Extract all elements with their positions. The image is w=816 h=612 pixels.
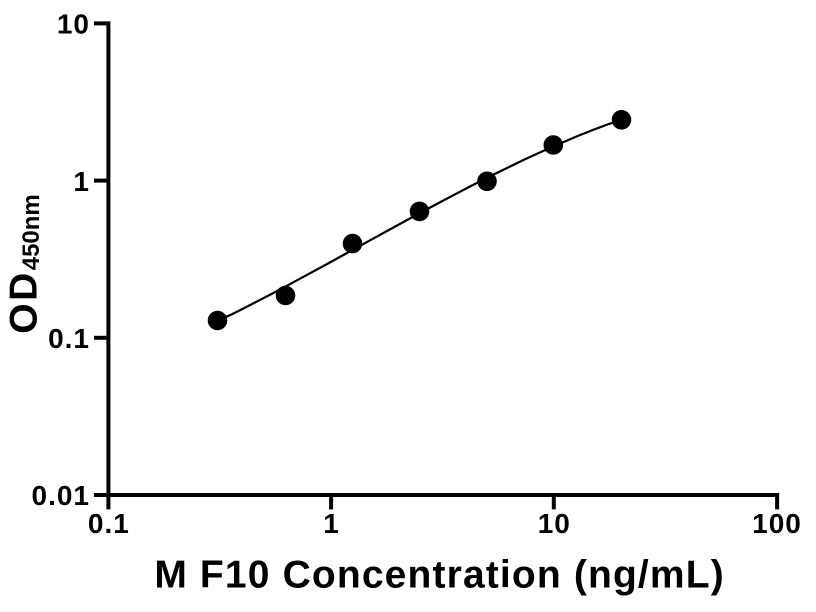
svg-text:M F10 Concentration (ng/mL): M F10 Concentration (ng/mL) [154,554,725,597]
svg-text:1: 1 [73,166,90,197]
svg-text:0.1: 0.1 [88,508,130,539]
svg-text:1: 1 [323,508,340,539]
svg-text:100: 100 [752,508,802,539]
svg-text:10: 10 [538,508,571,539]
svg-text:0.01: 0.01 [32,480,91,511]
svg-text:0.1: 0.1 [48,323,90,354]
svg-text:10: 10 [57,9,90,40]
